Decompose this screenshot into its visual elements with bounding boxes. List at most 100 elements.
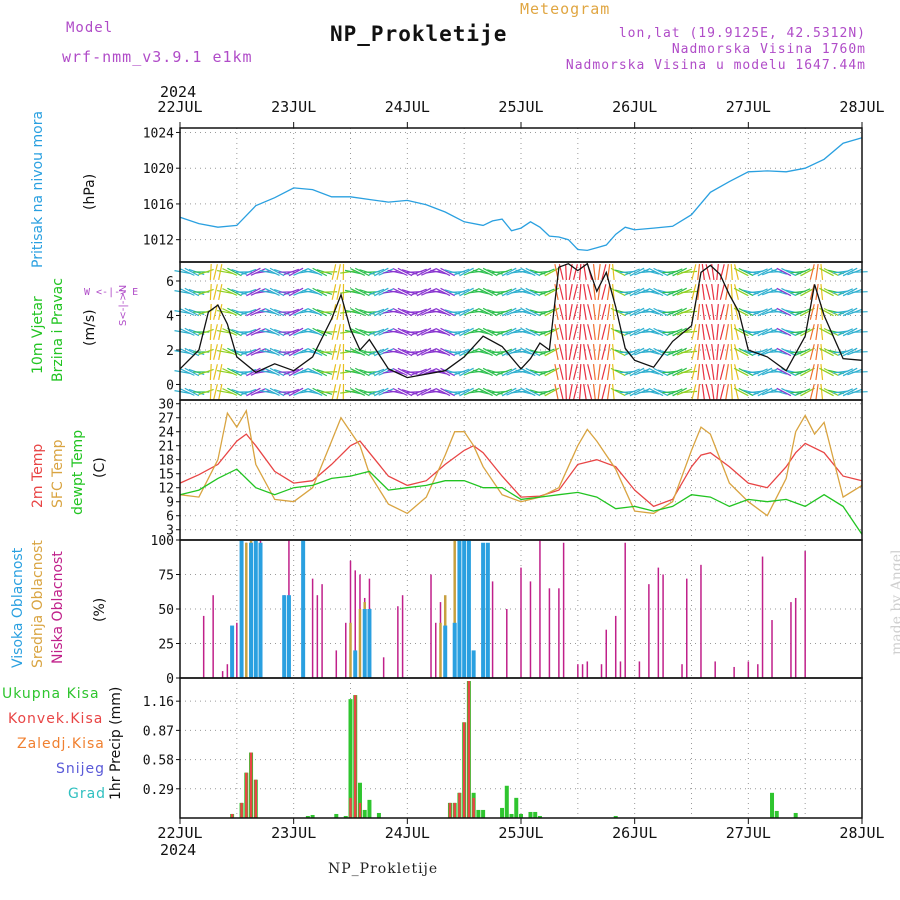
wind-arrow (610, 267, 626, 277)
x-date-label-top: 25JUL (498, 98, 543, 116)
bar-precip-0 (613, 815, 618, 818)
wind-arrow (725, 304, 729, 320)
bar-clouds-0 (316, 595, 319, 678)
wind-arrow (701, 283, 705, 301)
wind-arrow (378, 288, 394, 296)
model-name: wrf-nmm_v3.9.1 e1km (62, 48, 253, 66)
wind-arrow (757, 307, 773, 317)
wind-arrow (624, 308, 640, 316)
wind-arrow (629, 287, 645, 297)
wind-arrow (430, 389, 447, 395)
wind-arrow (336, 364, 341, 380)
bar-precip-0 (343, 815, 348, 818)
bar-clouds-2 (301, 540, 306, 678)
wind-arrow (672, 327, 687, 337)
bar-precip-0 (348, 699, 353, 818)
wind-arrow (771, 289, 787, 295)
wind-arrow (302, 269, 319, 275)
wind-arrow (222, 288, 238, 296)
wind-arrow (597, 383, 601, 401)
y-tick-label: 100 (151, 534, 174, 549)
wind-arrow (592, 363, 596, 381)
wind-arrow (425, 390, 442, 394)
wind-arrow (819, 347, 834, 357)
wind-arrow (344, 269, 361, 275)
wind-arrow (800, 287, 815, 297)
bar-precip-1 (353, 695, 357, 818)
wind-arrow (815, 303, 819, 321)
wind-arrow (653, 327, 669, 337)
wind-arrow (629, 367, 645, 377)
wind-arrow (293, 368, 309, 376)
y-tick-label: 21 (158, 440, 174, 455)
wind-arrow (302, 369, 319, 375)
wind-arrow (209, 363, 212, 381)
wind-arrow (478, 387, 493, 397)
wind-arrow (515, 269, 532, 275)
wind-arrow (288, 347, 304, 357)
wind-arrow (565, 283, 567, 301)
bar-clouds-1 (349, 622, 352, 678)
bar-clouds-0 (520, 567, 522, 678)
wind-arrow (820, 283, 824, 301)
wind-arrow (719, 284, 725, 300)
y-tick-label: 30 (158, 398, 174, 413)
wind-arrow (725, 264, 729, 280)
wind-arrow (184, 287, 200, 297)
wind-arrow (539, 368, 555, 376)
bar-clouds-2 (457, 540, 462, 678)
wind-arrow (587, 284, 593, 300)
wind-arrow (725, 364, 729, 380)
wind-arrow (776, 287, 792, 297)
wind-arrow (716, 343, 719, 361)
wind-arrow (606, 383, 611, 401)
wind-arrow (558, 284, 564, 300)
wind-arrow (430, 349, 447, 355)
wind-arrow (601, 344, 607, 360)
bar-clouds-2 (481, 542, 486, 678)
wind-arrow (815, 363, 819, 381)
wind-arrow (781, 307, 797, 317)
wind-arrow (719, 344, 725, 360)
wind-arrow (246, 327, 261, 337)
wind-arrow (776, 307, 792, 317)
wind-arrow (382, 350, 399, 354)
wind-arrow (716, 323, 719, 341)
wind-arrow (819, 287, 834, 297)
wind-arrow (572, 384, 578, 400)
bar-clouds-2 (462, 540, 467, 678)
wind-arrow (842, 307, 858, 317)
y-tick-label: 2 (166, 344, 174, 359)
wind-arrow (312, 347, 328, 357)
wind-arrow (842, 387, 858, 397)
bar-clouds-0 (321, 584, 323, 678)
wind-arrow (578, 343, 582, 361)
wind-arrow (800, 367, 815, 377)
wind-arrow (795, 348, 811, 356)
wind-arrow (373, 327, 389, 337)
bar-precip-0 (305, 815, 310, 818)
wind-arrow (711, 303, 715, 321)
wind-arrow (340, 370, 357, 374)
wind-arrow (302, 309, 319, 315)
wind-arrow (472, 389, 489, 395)
wind-arrow (209, 383, 212, 401)
wind-arrow (430, 329, 447, 335)
wind-arrow (397, 327, 413, 337)
wind-arrow (368, 328, 385, 336)
wind-arrow (734, 264, 739, 280)
y-tick-label: 1012 (143, 234, 174, 249)
wind-arrow (771, 349, 787, 355)
wind-arrow (340, 350, 357, 354)
wind-arrow (269, 287, 285, 297)
wind-arrow (297, 390, 314, 394)
bar-clouds-1 (245, 542, 248, 678)
model-altitude-text: Nadmorska Visina u modelu 1647.44m (565, 58, 866, 73)
wind-arrow (368, 388, 385, 396)
x-date-label-bottom: 24JUL (385, 824, 430, 842)
wind-arrow (809, 364, 815, 380)
wind-arrow (416, 307, 432, 317)
wind-arrow (336, 384, 341, 400)
wind-arrow (246, 387, 261, 397)
